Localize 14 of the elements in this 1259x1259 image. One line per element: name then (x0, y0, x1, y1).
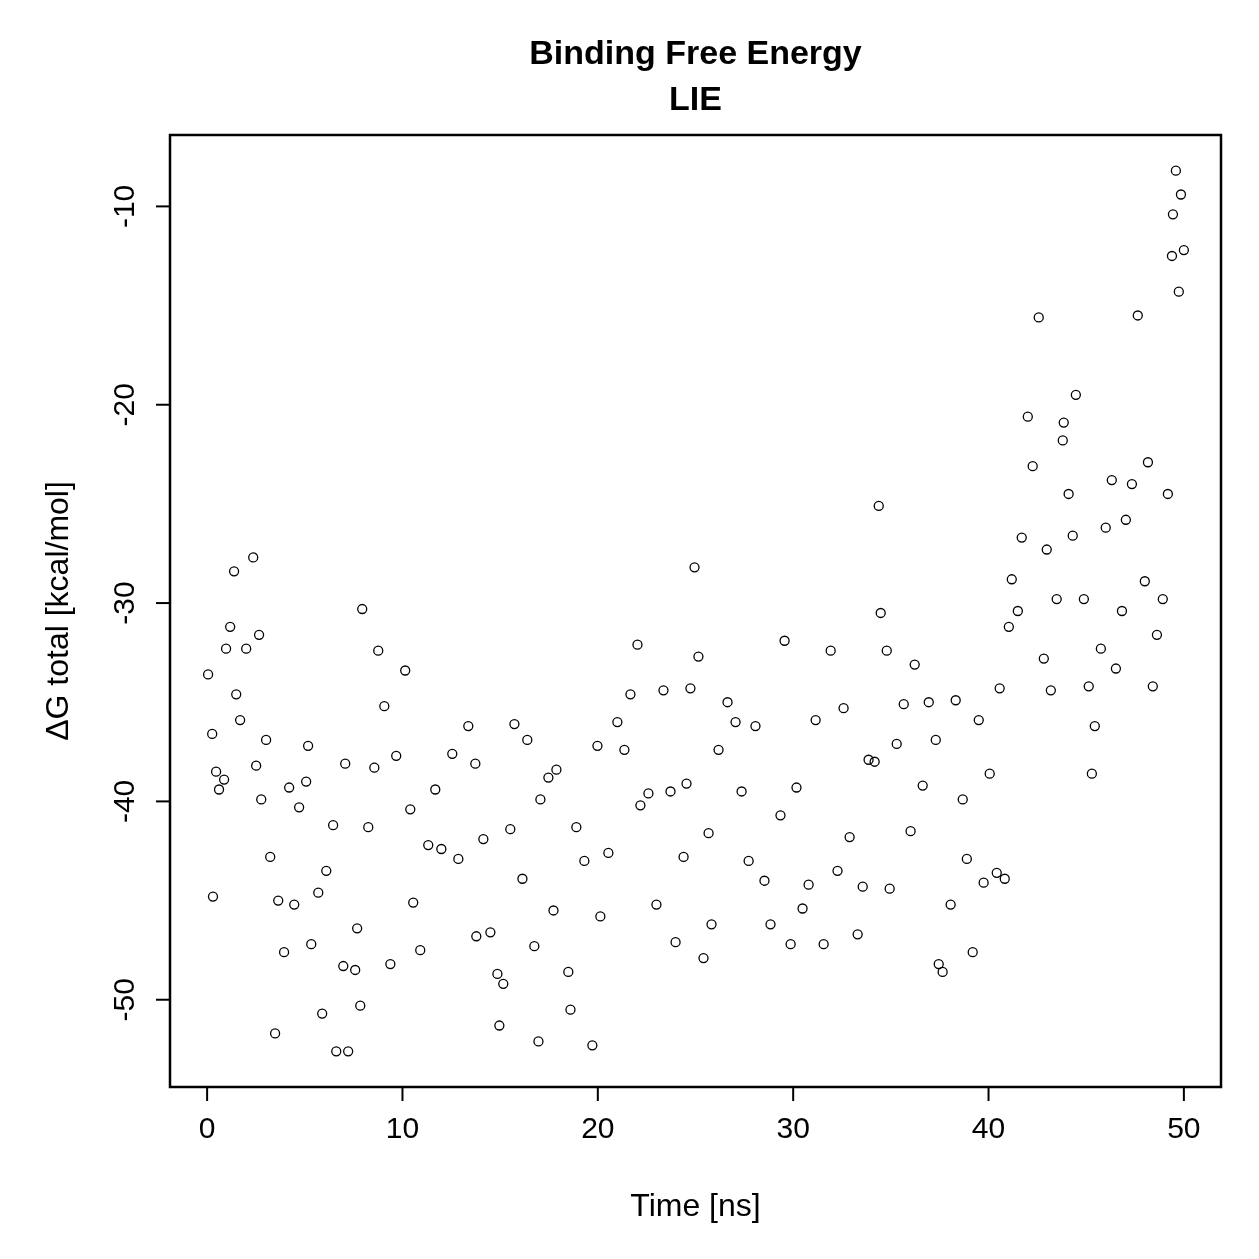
x-tick-label: 30 (776, 1111, 810, 1144)
y-tick-label: -40 (107, 779, 140, 824)
x-tick-label: 50 (1167, 1111, 1201, 1144)
x-tick-label: 40 (971, 1111, 1006, 1144)
y-tick-label: -50 (107, 978, 140, 1022)
y-tick-label: -10 (107, 184, 140, 229)
x-tick-label: 0 (198, 1111, 216, 1144)
x-tick-label: 10 (385, 1111, 420, 1144)
y-axis-title: ΔG total [kcal/mol] (39, 481, 75, 741)
y-tick-label: -30 (107, 581, 140, 625)
x-tick-label: 20 (581, 1111, 615, 1144)
y-tick-label: -20 (107, 383, 140, 427)
x-axis-title: Time [ns] (630, 1187, 761, 1223)
chart-title: Binding Free Energy LIE (529, 33, 862, 117)
